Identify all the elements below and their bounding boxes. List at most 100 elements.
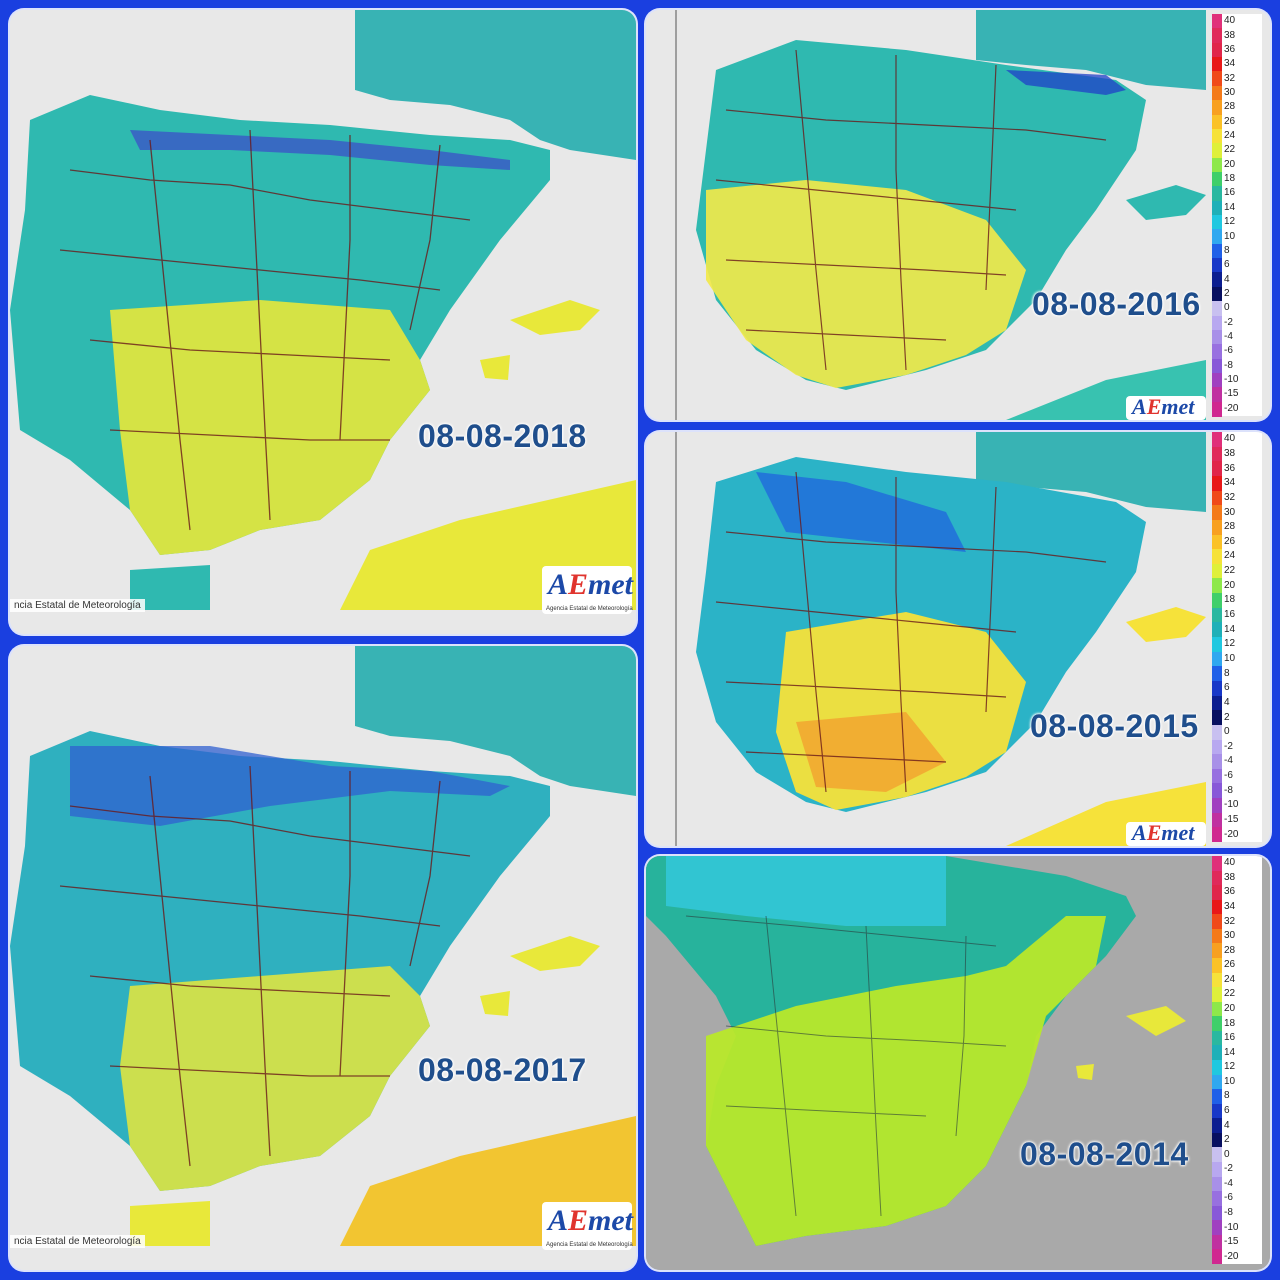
- legend-swatch: [1212, 666, 1222, 682]
- legend-color-bar: [1212, 14, 1222, 417]
- legend-tick-label: 2: [1224, 711, 1230, 723]
- legend-swatch: [1212, 1060, 1222, 1075]
- legend-swatch: [1212, 475, 1222, 491]
- legend-tick-label: 36: [1224, 886, 1236, 898]
- legend-tick-label: 12: [1224, 1061, 1236, 1073]
- legend-tick-label: 24: [1224, 550, 1236, 562]
- legend-tick-label: 0: [1224, 726, 1230, 738]
- legend-swatch: [1212, 549, 1222, 565]
- legend-tick-label: 32: [1224, 915, 1236, 927]
- legend-swatch: [1212, 607, 1222, 623]
- legend-swatch: [1212, 710, 1222, 726]
- legend-tick-label: -6: [1224, 770, 1233, 782]
- legend-tick-label: 20: [1224, 1003, 1236, 1014]
- legend-tick-label: 8: [1224, 667, 1230, 679]
- legend-tick-label: -10: [1224, 1221, 1239, 1233]
- legend-swatch: [1212, 899, 1222, 915]
- logo-mark: AEmet: [1132, 394, 1195, 419]
- legend-swatch: [1212, 827, 1222, 843]
- legend-tick-label: 0: [1224, 1148, 1230, 1160]
- legend-swatch: [1212, 258, 1222, 274]
- legend-swatch: [1212, 344, 1222, 360]
- legend-tick-label: 10: [1224, 652, 1236, 664]
- legend-tick-label: 40: [1224, 15, 1236, 27]
- legend-tick-label: 26: [1224, 959, 1236, 971]
- legend-tick-label: 34: [1224, 477, 1236, 489]
- legend-tick-label: -4: [1224, 755, 1233, 767]
- legend-tick-label: 38: [1224, 447, 1236, 459]
- legend-tick-label: 22: [1224, 988, 1236, 1000]
- legend-tick-label: 24: [1224, 130, 1236, 142]
- legend-swatch: [1212, 301, 1222, 317]
- legend-tick-label: 16: [1224, 187, 1236, 199]
- date-label-2015: 08-08-2015: [1030, 708, 1199, 744]
- legend-swatch: [1212, 972, 1222, 988]
- legend-swatch: [1212, 387, 1222, 403]
- legend-tick-label: -4: [1224, 1177, 1233, 1189]
- legend-tick-label: 32: [1224, 72, 1236, 84]
- legend-tick-label: -20: [1224, 1250, 1239, 1262]
- legend-swatch: [1212, 243, 1222, 259]
- legend-color-bar: [1212, 432, 1222, 843]
- legend-tick-label: 30: [1224, 86, 1236, 98]
- date-label-2017: 08-08-2017: [418, 1052, 587, 1088]
- legend-swatch: [1212, 783, 1222, 799]
- legend-color-bar: [1212, 856, 1222, 1265]
- legend-swatch: [1212, 1249, 1222, 1265]
- legend-tick-label: -6: [1224, 345, 1233, 357]
- legend-swatch: [1212, 1191, 1222, 1207]
- legend-tick-label: 20: [1224, 579, 1236, 591]
- legend-swatch: [1212, 563, 1222, 579]
- legend-swatch: [1212, 215, 1222, 230]
- legend-tick-label: -15: [1224, 814, 1239, 826]
- temperature-map-2017: [10, 646, 636, 1270]
- legend-swatch: [1212, 1234, 1222, 1250]
- legend-tick-label: -2: [1224, 316, 1233, 328]
- legend-swatch: [1212, 987, 1222, 1003]
- legend-tick-label: 6: [1224, 259, 1230, 271]
- legend-swatch: [1212, 885, 1222, 901]
- legend-swatch: [1212, 85, 1222, 101]
- legend-tick-label: 26: [1224, 115, 1236, 127]
- legend-swatch: [1212, 534, 1222, 550]
- legend-tick-label: -8: [1224, 359, 1233, 371]
- footer-text-2018: ncia Estatal de Meteorología: [10, 599, 145, 612]
- legend-swatch: [1212, 432, 1222, 447]
- legend-swatch: [1212, 754, 1222, 770]
- legend-swatch: [1212, 1030, 1222, 1046]
- legend-tick-label: 14: [1224, 623, 1236, 635]
- date-label-2014: 08-08-2014: [1020, 1136, 1189, 1172]
- legend-swatch: [1212, 519, 1222, 535]
- legend-tick-label: 8: [1224, 244, 1230, 256]
- legend-tick-label: 12: [1224, 638, 1236, 650]
- aemet-logo-2018: AEmet Agencia Estatal de Meteorología: [542, 566, 633, 614]
- legend-swatch: [1212, 593, 1222, 609]
- legend-tick-label: 22: [1224, 565, 1236, 577]
- legend-swatch: [1212, 461, 1222, 477]
- legend-tick-label: 36: [1224, 43, 1236, 55]
- legend-swatch: [1212, 171, 1222, 187]
- legend-swatch: [1212, 315, 1222, 331]
- map-panel-2015: 08-08-2015 AEmet 40 38 36 34 32 30 28 26 24 22 20 1…: [646, 432, 1270, 846]
- legend-tick-label: 2: [1224, 1134, 1230, 1146]
- legend-tick-label: -15: [1224, 388, 1239, 400]
- legend-swatch: [1212, 1074, 1222, 1090]
- legend-tick-label: 28: [1224, 944, 1236, 956]
- map-panel-2017: 08-08-2017 ncia Estatal de Meteorología …: [10, 646, 636, 1270]
- temperature-map-2018: [10, 10, 636, 634]
- legend-tick-label: 26: [1224, 535, 1236, 547]
- legend-tick-label: 28: [1224, 101, 1236, 113]
- legend-tick-label: 14: [1224, 201, 1236, 213]
- legend-swatch: [1212, 1147, 1222, 1163]
- legend-tick-label: 10: [1224, 230, 1236, 242]
- legend-swatch: [1212, 622, 1222, 638]
- legend-tick-label: 8: [1224, 1090, 1230, 1102]
- map-panel-2018: 08-08-2018 ncia Estatal de Meteorología …: [10, 10, 636, 634]
- legend-tick-label: 6: [1224, 682, 1230, 694]
- legend-tick-label: 30: [1224, 930, 1236, 942]
- legend-swatch: [1212, 286, 1222, 302]
- legend-swatch: [1212, 57, 1222, 73]
- legend-swatch: [1212, 812, 1222, 828]
- legend-tick-label: 36: [1224, 462, 1236, 474]
- color-legend-2015: 40 38 36 34 32 30 28 26 24 22 20 18 16 14 12 10 8 6 4 2 0 -2-…: [1212, 432, 1262, 843]
